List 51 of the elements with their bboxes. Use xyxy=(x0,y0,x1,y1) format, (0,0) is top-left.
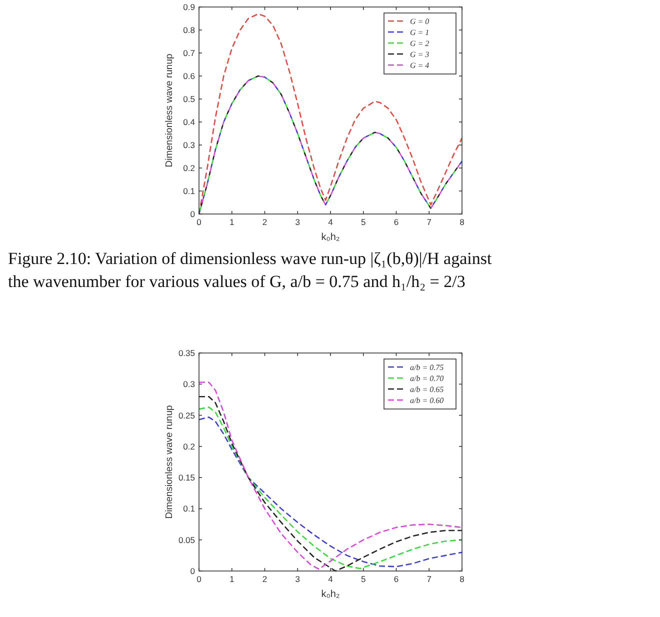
x-tick-label: 7 xyxy=(426,574,432,584)
y-tick-label: 0.3 xyxy=(183,379,196,390)
x-axis-title: k₀h₂ xyxy=(321,589,340,600)
x-tick-label: 8 xyxy=(460,217,465,227)
y-tick-label: 0.4 xyxy=(183,117,196,127)
y-tick-label: 0.9 xyxy=(183,2,196,12)
x-tick-label: 2 xyxy=(262,574,268,584)
x-tick-label: 6 xyxy=(394,217,399,227)
x-tick-label: 3 xyxy=(295,574,300,584)
x-tick-label: 6 xyxy=(394,574,399,584)
y-tick-label: 0.8 xyxy=(183,25,196,35)
x-tick-label: 3 xyxy=(295,217,300,227)
legend-label: G = 4 xyxy=(410,61,430,70)
y-tick-label: 0.25 xyxy=(178,410,196,420)
y-tick-label: 0.1 xyxy=(183,504,196,514)
y-tick-label: 0.2 xyxy=(183,163,196,173)
legend-label: a/b = 0.75 xyxy=(410,363,444,372)
y-tick-label: 0.2 xyxy=(183,441,196,452)
legend-label: G = 1 xyxy=(410,28,430,37)
x-tick-label: 7 xyxy=(426,217,432,227)
y-axis-title: Dimensionless wave runup xyxy=(164,405,175,519)
x-tick-label: 0 xyxy=(196,217,202,227)
x-tick-label: 5 xyxy=(361,574,366,584)
y-tick-label: 0.1 xyxy=(183,186,196,196)
y-tick-label: 0.7 xyxy=(183,48,196,58)
y-tick-label: 0.3 xyxy=(183,140,196,150)
x-tick-label: 0 xyxy=(196,574,202,584)
legend-label: a/b = 0.70 xyxy=(410,374,444,383)
line-series xyxy=(198,75,463,215)
x-tick-label: 2 xyxy=(262,217,268,227)
x-tick-label: 5 xyxy=(361,217,366,227)
legend-label: a/b = 0.65 xyxy=(410,385,444,394)
legend-label: a/b = 0.60 xyxy=(410,396,444,405)
y-tick-label: 0.05 xyxy=(178,534,196,545)
x-tick-label: 4 xyxy=(328,574,334,584)
x-tick-label: 8 xyxy=(460,574,465,584)
y-tick-label: 0 xyxy=(190,566,196,576)
y-tick-label: 0.15 xyxy=(178,472,196,483)
y-tick-label: 0.6 xyxy=(183,71,196,81)
x-tick-label: 1 xyxy=(230,217,235,227)
x-tick-label: 4 xyxy=(328,217,334,227)
caption: Figure 2.10: Variation of dimensionless wave run-up |ζ₁(b,θ)|/H against the wavenumber for various values of G, a/b = 0.75 and h₁/h₂ = 2/3 xyxy=(8,249,492,291)
y-axis-title: Dimensionless wave runup xyxy=(164,54,175,168)
x-tick-label: 1 xyxy=(230,574,235,584)
x-axis-title: k₀h₂ xyxy=(321,232,340,243)
legend-label: G = 2 xyxy=(410,39,430,48)
y-tick-label: 0.35 xyxy=(178,348,196,358)
legend-label: G = 3 xyxy=(410,50,430,59)
y-tick-label: 0.5 xyxy=(183,94,196,104)
legend-label: G = 0 xyxy=(410,17,430,26)
y-tick-label: 0 xyxy=(190,209,196,219)
